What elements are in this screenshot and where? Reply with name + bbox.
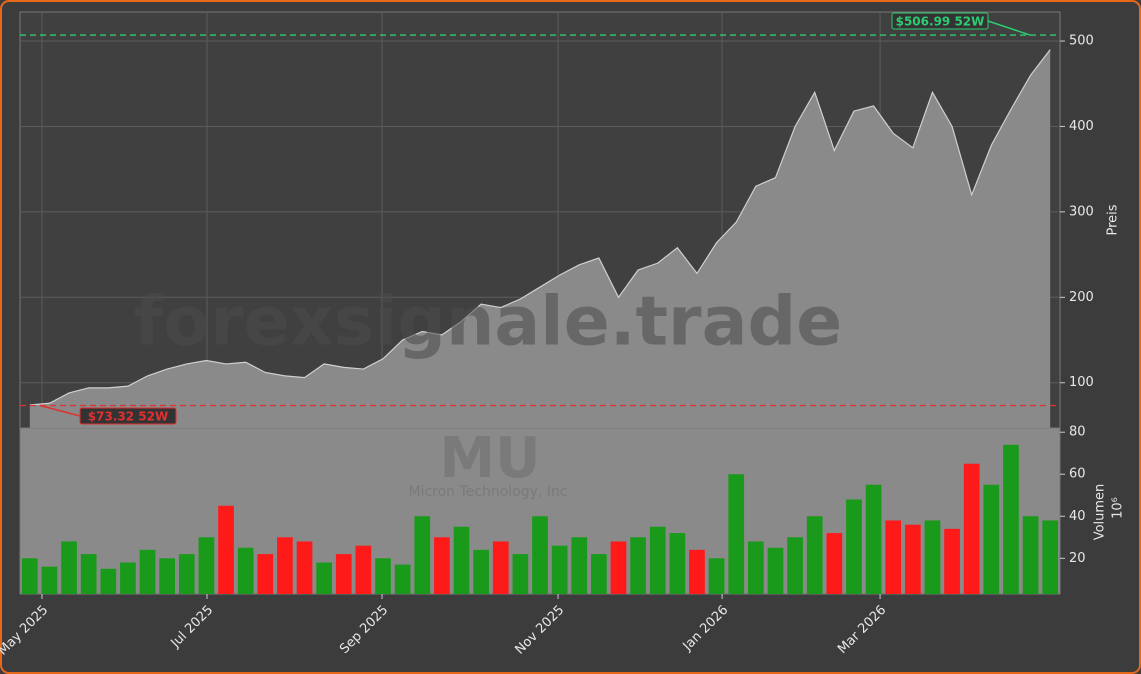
volume-bar	[237, 547, 254, 594]
volume-bar	[414, 516, 431, 594]
volume-bar	[159, 558, 176, 594]
volume-bar	[571, 537, 588, 594]
y-tick-label: 80	[1069, 425, 1086, 440]
volume-axis-label: Volumen	[1093, 484, 1108, 541]
price-line	[29, 49, 1051, 406]
annotation-arrow	[987, 20, 1031, 36]
volume-bar	[963, 463, 980, 594]
volume-bar	[453, 526, 470, 594]
volume-bar	[904, 524, 921, 594]
annotation: $73.32 52W	[88, 410, 168, 424]
volume-bar	[375, 558, 391, 594]
y-tick-label: 100	[1069, 375, 1094, 390]
volume-bar	[689, 549, 705, 594]
volume-bar	[139, 549, 156, 594]
y-tick-label: 20	[1069, 551, 1086, 566]
volume-bar	[649, 526, 666, 594]
price-axis-label: Preis	[1106, 204, 1121, 235]
y-tick-label: 500	[1069, 34, 1094, 49]
y-tick-label: 60	[1069, 467, 1086, 482]
price-area	[29, 49, 1051, 429]
volume-bar	[532, 516, 548, 594]
volume-bar	[198, 537, 215, 594]
watermark: forexsignale.trade	[134, 283, 843, 362]
volume-bar	[355, 545, 372, 594]
volume-bar	[748, 541, 764, 594]
volume-bar	[120, 562, 136, 594]
volume-bar	[80, 554, 97, 594]
volume-bar	[551, 545, 568, 594]
volume-bar	[394, 564, 411, 594]
volume-bar	[728, 474, 745, 594]
volume-bar	[767, 547, 784, 594]
volume-bar	[296, 541, 313, 594]
volume-bar	[41, 566, 58, 594]
volume-bar	[434, 537, 450, 594]
volume-bar	[100, 568, 117, 594]
volume-bar	[885, 520, 902, 594]
volume-bar	[257, 554, 274, 594]
volume-bar	[708, 558, 725, 594]
annotation: $506.99 52W	[896, 15, 985, 29]
volume-bar	[983, 484, 1000, 594]
volume-bar	[277, 537, 293, 594]
volume-bar	[944, 528, 960, 594]
volume-bar	[826, 533, 843, 594]
volume-bar	[846, 499, 862, 594]
volume-bar	[669, 533, 686, 594]
volume-bar	[610, 541, 627, 594]
y-tick-label: 40	[1069, 509, 1086, 524]
volume-bar	[1042, 520, 1059, 594]
volume-bar	[1003, 444, 1019, 594]
volume-bar	[61, 541, 77, 594]
y-tick-label: 300	[1069, 204, 1094, 219]
volume-unit: 10⁶	[1111, 497, 1126, 519]
annotation-arrow	[39, 404, 81, 417]
volume-bar	[492, 541, 509, 594]
watermark-symbol: MU	[439, 426, 540, 491]
watermark-company: Micron Technology, Inc	[408, 484, 567, 500]
volume-bar	[787, 537, 803, 594]
volume-bar	[924, 520, 941, 594]
volume-bar	[630, 537, 646, 594]
volume-bar	[865, 484, 882, 594]
volume-bar	[806, 516, 823, 594]
volume-bar	[512, 554, 529, 594]
y-tick-label: 200	[1069, 290, 1094, 305]
volume-bar	[21, 558, 38, 594]
volume-bar	[178, 554, 195, 594]
volume-bar	[335, 554, 352, 594]
volume-bar	[473, 549, 489, 594]
volume-bar	[1022, 516, 1039, 594]
volume-bar	[316, 562, 332, 594]
y-tick-label: 400	[1069, 119, 1094, 134]
volume-bar	[591, 554, 607, 594]
volume-bar	[218, 505, 234, 594]
